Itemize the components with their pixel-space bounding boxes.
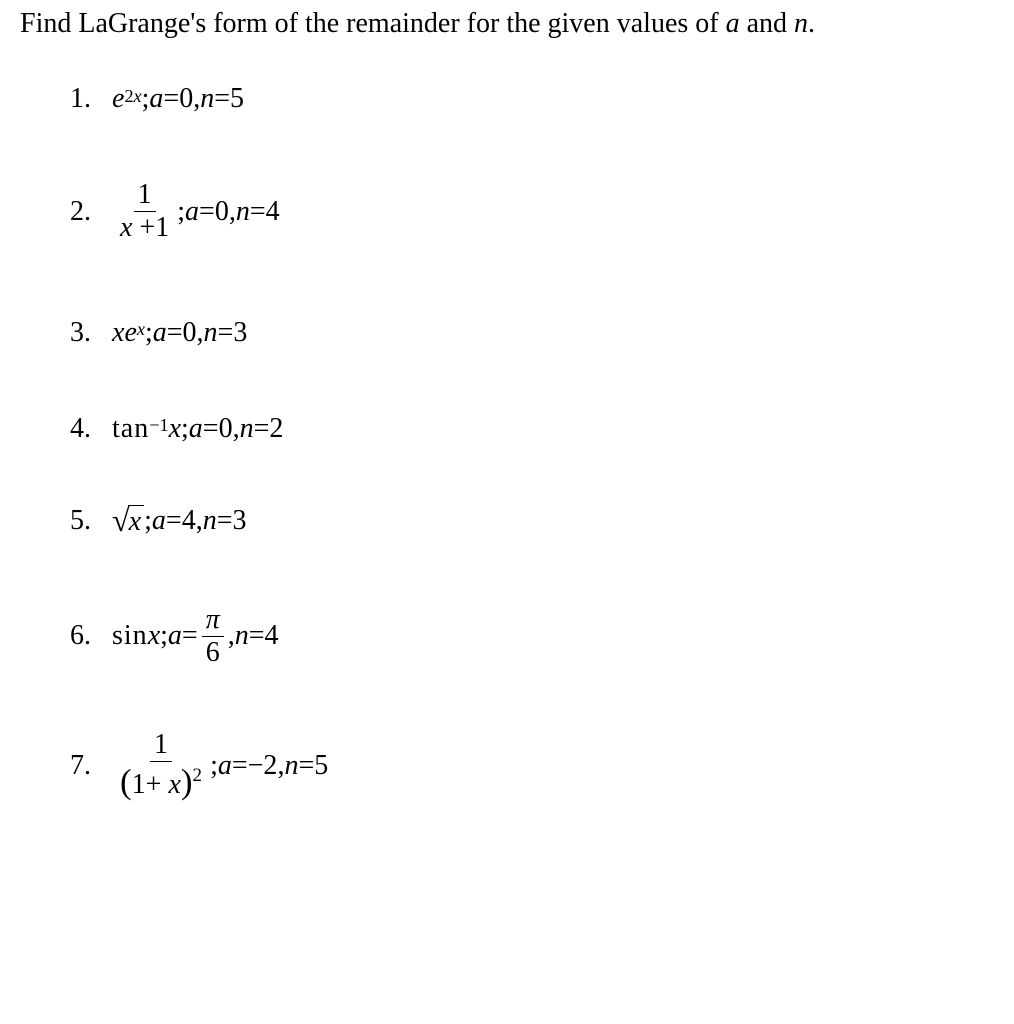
heading-suffix: . [808, 8, 815, 39]
separator: ; [181, 413, 189, 445]
sqrt: √x [112, 503, 144, 540]
a-value: −2 [248, 750, 278, 782]
denominator: x +1 [116, 212, 173, 244]
a-label: a [185, 196, 199, 228]
n-value: 5 [314, 750, 328, 782]
problem-expression: e2x ; a = 0,n = 5 [112, 83, 244, 115]
problem-1: 1. e2x ; a = 0,n = 5 [70, 83, 994, 115]
exp: −1 [149, 415, 168, 436]
heading-mid: and [740, 8, 794, 39]
denominator: 6 [202, 637, 224, 669]
problem-expression: 1 x +1 ; a = 0,n = 4 [112, 179, 280, 244]
numerator: 1 [150, 729, 172, 762]
problem-6: 6. sin x; a = π6,n = 4 [70, 604, 994, 669]
separator: ; [160, 620, 168, 652]
n-value: 3 [233, 317, 247, 349]
arg: x [148, 620, 160, 652]
separator: ; [144, 505, 152, 537]
problem-expression: xex ; a = 0,n = 3 [112, 317, 247, 349]
problem-number: 1. [70, 83, 112, 115]
separator: ; [177, 196, 185, 228]
denominator: (1+ x)2 [116, 762, 206, 802]
problem-number: 2. [70, 196, 112, 228]
n-value: 3 [232, 505, 246, 537]
heading-var-n: n [794, 8, 808, 39]
problem-5: 5. √x ; a = 4,n = 3 [70, 503, 994, 540]
n-label: n [203, 505, 217, 537]
a-label: a [149, 83, 163, 115]
a-value: 0 [219, 413, 233, 445]
n-value: 2 [269, 413, 283, 445]
problem-4: 4. tan−1 x; a = 0,n = 2 [70, 413, 994, 445]
separator: ; [142, 83, 150, 115]
fn: sin [112, 620, 148, 652]
problem-expression: tan−1 x; a = 0,n = 2 [112, 413, 283, 445]
problem-number: 3. [70, 317, 112, 349]
n-label: n [284, 750, 298, 782]
exp: x [137, 319, 145, 340]
numerator: 1 [134, 179, 156, 212]
problem-expression: √x ; a = 4,n = 3 [112, 503, 246, 540]
n-label: n [236, 196, 250, 228]
fraction: π6 [202, 604, 224, 669]
problem-3: 3. xex ; a = 0,n = 3 [70, 317, 994, 349]
a-label: a [189, 413, 203, 445]
separator: ; [210, 750, 218, 782]
a-value: 0 [179, 83, 193, 115]
n-value: 5 [230, 83, 244, 115]
a-label: a [152, 505, 166, 537]
heading: Find LaGrange's form of the remainder fo… [20, 4, 994, 43]
a-value: 0 [215, 196, 229, 228]
numerator: π [202, 604, 224, 637]
n-label: n [240, 413, 254, 445]
problem-number: 5. [70, 505, 112, 537]
n-label: n [235, 620, 249, 652]
n-label: n [200, 83, 214, 115]
fraction: 1 x +1 [116, 179, 173, 244]
a-label: a [218, 750, 232, 782]
heading-prefix: Find LaGrange's form of the remainder fo… [20, 8, 726, 39]
problem-number: 6. [70, 620, 112, 652]
n-value: 4 [265, 620, 279, 652]
fn-base: e [112, 83, 124, 115]
fraction: 1 (1+ x)2 [116, 729, 206, 802]
a-value: 4 [182, 505, 196, 537]
problem-list: 1. e2x ; a = 0,n = 5 2. 1 x +1 ; a = 0,n… [20, 83, 994, 802]
a-label: a [168, 620, 182, 652]
separator: ; [145, 317, 153, 349]
problem-expression: 1 (1+ x)2 ; a = −2,n = 5 [112, 729, 328, 802]
n-label: n [204, 317, 218, 349]
problem-expression: sin x; a = π6,n = 4 [112, 604, 279, 669]
coef: x [112, 317, 124, 349]
fn: tan [112, 413, 149, 445]
n-value: 4 [266, 196, 280, 228]
a-label: a [153, 317, 167, 349]
sqrt-symbol: √ [112, 502, 130, 539]
heading-var-a: a [726, 8, 740, 39]
problem-7: 7. 1 (1+ x)2 ; a = −2,n = 5 [70, 729, 994, 802]
problem-number: 4. [70, 413, 112, 445]
arg: x [169, 413, 181, 445]
radicand: x [128, 505, 144, 538]
base: e [124, 317, 136, 349]
problem-2: 2. 1 x +1 ; a = 0,n = 4 [70, 179, 994, 244]
problem-number: 7. [70, 750, 112, 782]
a-value: 0 [183, 317, 197, 349]
fn-exp: 2x [124, 86, 141, 107]
